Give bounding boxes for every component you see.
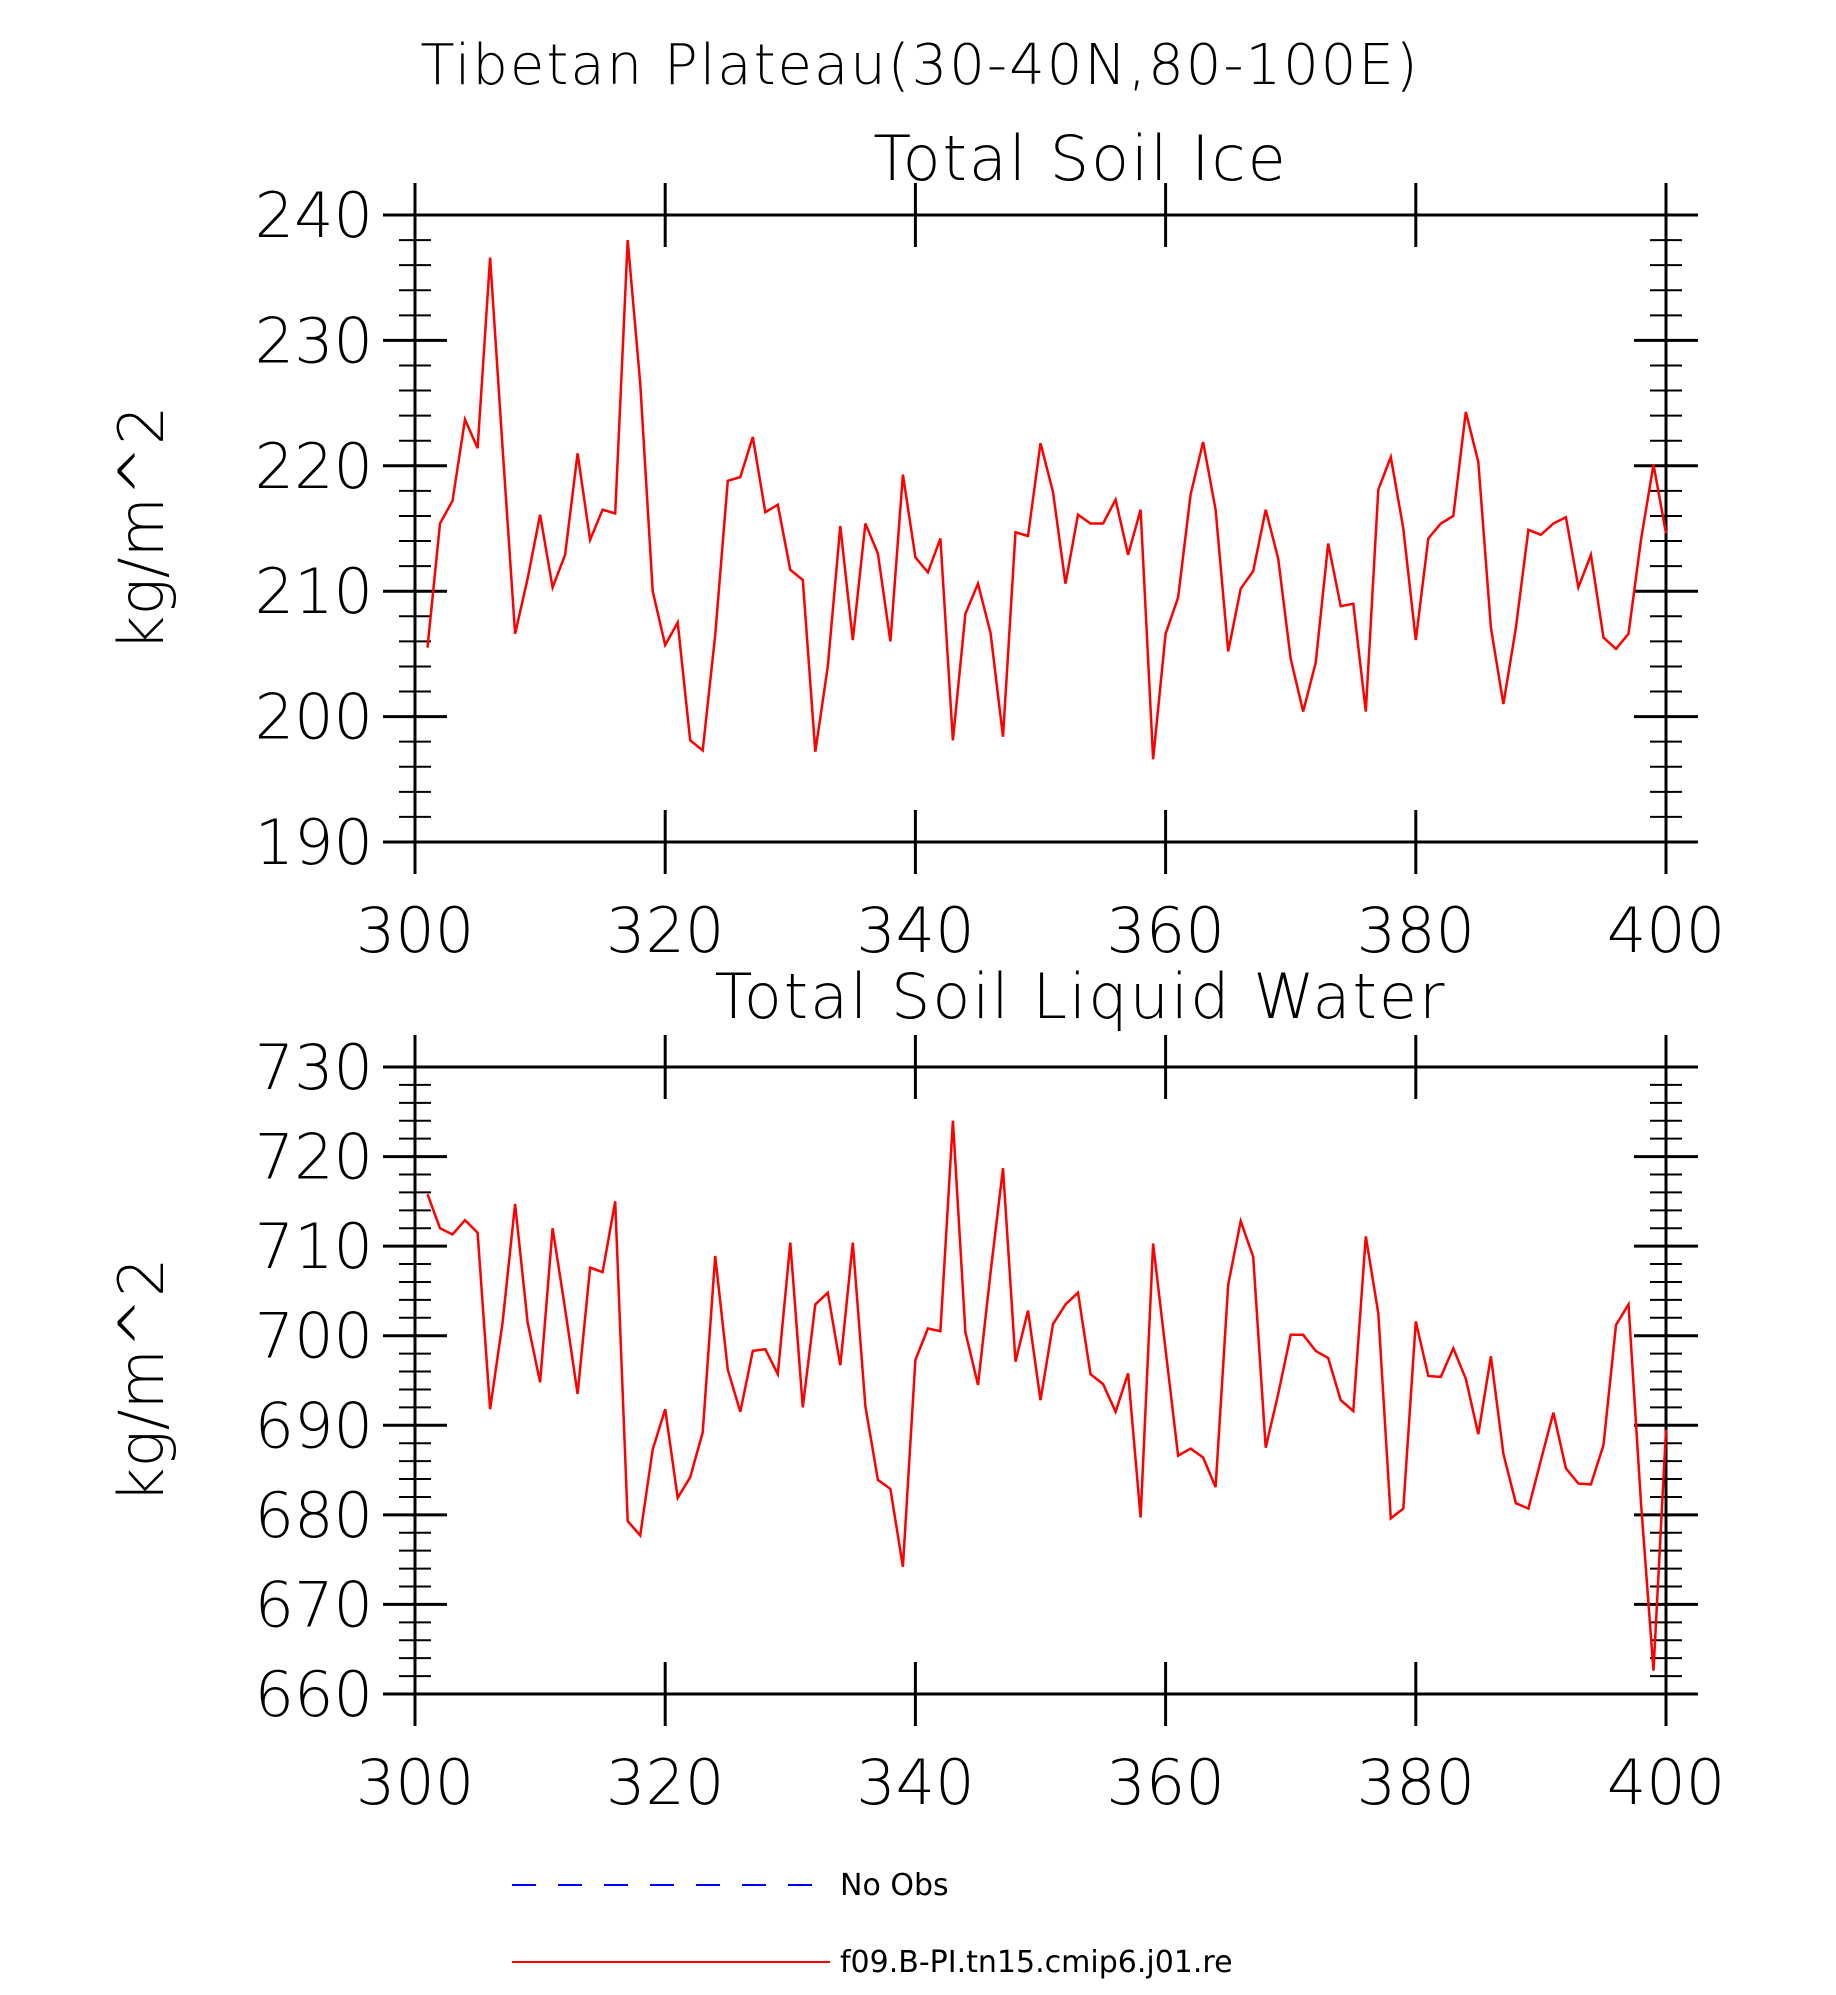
y-tick-label: 230	[255, 304, 373, 377]
series-line	[426, 239, 1668, 760]
x-tick-label: 340	[856, 1746, 974, 1819]
series-line	[426, 1120, 1668, 1671]
y-tick-label: 190	[255, 806, 373, 879]
legend-label-model: f09.B-PI.tn15.cmip6.j01.re	[840, 1945, 1233, 1980]
plot-total-soil-ice: Total Soil Ice 300 320 340 360 380 400 190 200 21…	[105, 122, 1725, 967]
x-tick-label: 320	[606, 1746, 724, 1819]
figure-title: Tibetan Plateau(30-40N,80-100E)	[420, 33, 1419, 98]
plot-total-soil-liquid-water: Total Soil Liquid Water 300 320 340 360 380 40…	[105, 960, 1725, 1819]
legend-label-no-obs: No Obs	[840, 1868, 949, 1903]
x-tick-label: 400	[1607, 894, 1725, 967]
y-tick-label: 660	[255, 1658, 373, 1731]
subplot-title: Total Soil Ice	[873, 122, 1287, 195]
legend: No Obs f09.B-PI.tn15.cmip6.j01.re	[512, 1868, 1233, 1980]
y-tick-label: 210	[255, 555, 373, 628]
plot-frame	[413, 1065, 1668, 1696]
y-tick-label: 670	[255, 1568, 373, 1641]
y-tick-label: 700	[255, 1300, 373, 1373]
x-tick-label: 380	[1357, 894, 1475, 967]
x-tick-label: 380	[1357, 1746, 1475, 1819]
y-tick-label: 200	[255, 681, 373, 754]
x-tick-label: 340	[856, 894, 974, 967]
y-tick-label: 690	[255, 1389, 373, 1462]
y-tick-label: 240	[255, 179, 373, 252]
plot-frame	[413, 213, 1668, 844]
subplot-title: Total Soil Liquid Water	[715, 960, 1447, 1033]
x-tick-label: 300	[356, 1746, 474, 1819]
x-tick-label: 400	[1607, 1746, 1725, 1819]
x-tick-label: 300	[356, 894, 474, 967]
x-tick-label: 360	[1106, 894, 1224, 967]
y-tick-label: 710	[255, 1210, 373, 1283]
y-axis-label: kg/m^2	[105, 1258, 178, 1504]
y-axis-label: kg/m^2	[105, 406, 178, 652]
y-tick-label: 720	[255, 1121, 373, 1194]
y-tick-label: 680	[255, 1479, 373, 1552]
y-tick-label: 220	[255, 430, 373, 503]
x-tick-label: 360	[1106, 1746, 1224, 1819]
y-tick-label: 730	[255, 1031, 373, 1104]
x-tick-label: 320	[606, 894, 724, 967]
